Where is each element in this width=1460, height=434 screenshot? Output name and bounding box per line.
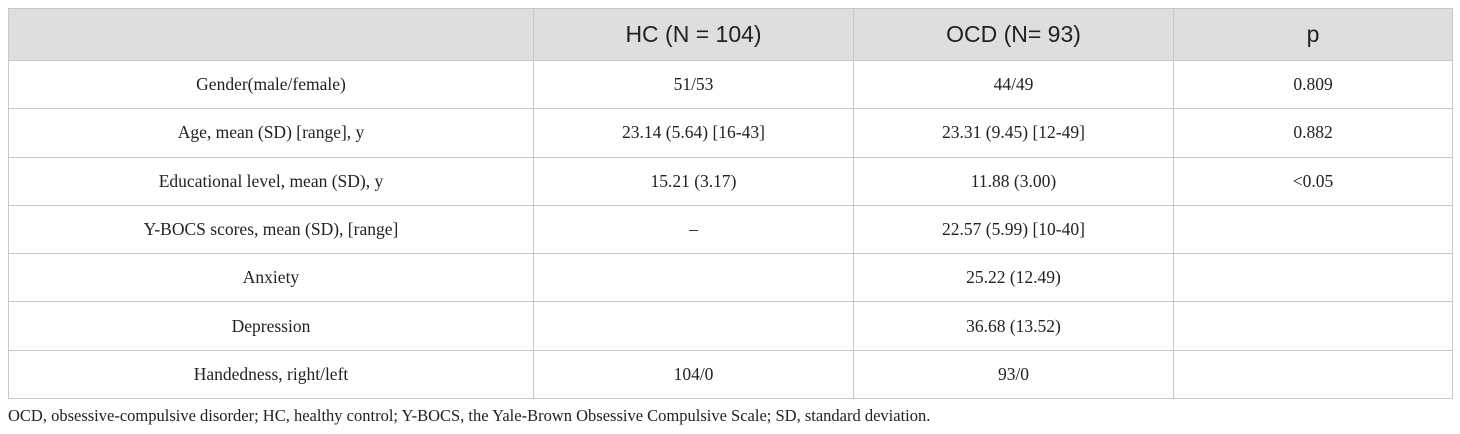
row-label: Depression xyxy=(8,301,534,351)
header-cell: HC (N = 104) xyxy=(533,8,854,61)
row-label: Handedness, right/left xyxy=(8,349,534,400)
table-cell: 36.68 (13.52) xyxy=(853,301,1174,351)
table-row: Y-BOCS scores, mean (SD), [range] –22.57 … xyxy=(8,204,1453,255)
table-cell: 22.57 (5.99) [10-40] xyxy=(853,204,1174,255)
table-cell: 93/0 xyxy=(853,349,1174,400)
table-cell: – xyxy=(533,204,854,255)
data-table: HC (N = 104) OCD (N= 93) p Gender(male/f… xyxy=(8,8,1453,400)
table-cell: 23.14 (5.64) [16-43] xyxy=(533,108,854,158)
table-head: HC (N = 104) OCD (N= 93) p xyxy=(8,8,1453,61)
header-cell: OCD (N= 93) xyxy=(853,8,1174,61)
table-row: Depression 36.68 (13.52) xyxy=(8,301,1453,351)
table-cell: <0.05 xyxy=(1173,156,1453,206)
row-label: Educational level, mean (SD), y xyxy=(8,156,534,206)
table-row: Age, mean (SD) [range], y 23.14 (5.64) [1… xyxy=(8,108,1453,158)
table-cell xyxy=(1173,349,1453,400)
table-cell: 0.882 xyxy=(1173,108,1453,158)
table-cell xyxy=(1173,204,1453,255)
table-row: Gender(male/female) 51/53 44/49 0.809 xyxy=(8,59,1453,110)
table-cell: 23.31 (9.45) [12-49] xyxy=(853,108,1174,158)
table-cell xyxy=(533,253,854,303)
table-cell: 0.809 xyxy=(1173,59,1453,110)
table-cell: 11.88 (3.00) xyxy=(853,156,1174,206)
table-row: Educational level, mean (SD), y 15.21 (3.… xyxy=(8,156,1453,206)
table-cell xyxy=(533,301,854,351)
row-label: Anxiety xyxy=(8,253,534,303)
header-row: HC (N = 104) OCD (N= 93) p xyxy=(8,8,1453,61)
table-cell xyxy=(1173,253,1453,303)
row-label: Gender(male/female) xyxy=(8,59,534,110)
table-cell: 104/0 xyxy=(533,349,854,400)
header-cell: p xyxy=(1173,8,1453,61)
table-cell: 25.22 (12.49) xyxy=(853,253,1174,303)
table-row: Handedness, right/left 104/0 93/0 xyxy=(8,349,1453,400)
footnote: OCD, obsessive-compulsive disorder; HC, … xyxy=(8,406,931,425)
row-label: Y-BOCS scores, mean (SD), [range] xyxy=(8,204,534,255)
header-cell xyxy=(8,8,534,61)
table-cell xyxy=(1173,301,1453,351)
table-cell: 51/53 xyxy=(533,59,854,110)
table-cell: 15.21 (3.17) xyxy=(533,156,854,206)
table-body: Gender(male/female) 51/53 44/49 0.809 Age, m… xyxy=(8,59,1453,400)
table-cell: 44/49 xyxy=(853,59,1174,110)
row-label: Age, mean (SD) [range], y xyxy=(8,108,534,158)
table-row: Anxiety 25.22 (12.49) xyxy=(8,253,1453,303)
